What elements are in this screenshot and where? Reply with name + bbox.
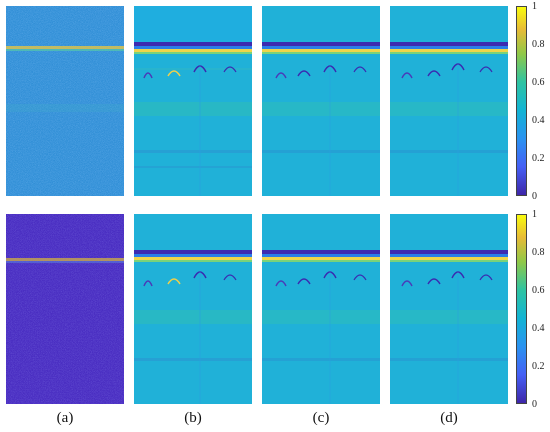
panel-row1-d: [390, 6, 508, 196]
colorbar-tick: 1: [532, 1, 537, 12]
panel-row2-d: [390, 214, 508, 404]
colorbar-tick: 0.8: [532, 39, 545, 50]
colorbar-tick: 0: [532, 399, 537, 410]
panel-row2-a: [6, 214, 124, 404]
colorbar-tick: 0: [532, 191, 537, 202]
colorbar-tick: 1: [532, 209, 537, 220]
colorbar-tick: 0.4: [532, 323, 545, 334]
colorbar-tick: 0.6: [532, 285, 545, 296]
colorbar-tick: 0.2: [532, 153, 545, 164]
colorbar-tick: 0.4: [532, 115, 545, 126]
colorbar-tick: 0.8: [532, 247, 545, 258]
panel-row2-b: [134, 214, 252, 404]
column-label-d: (d): [440, 410, 458, 426]
column-label-a: (a): [56, 410, 74, 426]
colorbar-tick: 0.2: [532, 361, 545, 372]
panel-row2-c: [262, 214, 380, 404]
colorbar-row1: [516, 6, 527, 196]
column-label-c: (c): [312, 410, 330, 426]
column-label-b: (b): [184, 410, 202, 426]
colorbar-tick: 0.6: [532, 77, 545, 88]
panel-row1-c: [262, 6, 380, 196]
panel-row1-a: [6, 6, 124, 196]
colorbar-row2: [516, 214, 527, 404]
panel-row1-b: [134, 6, 252, 196]
